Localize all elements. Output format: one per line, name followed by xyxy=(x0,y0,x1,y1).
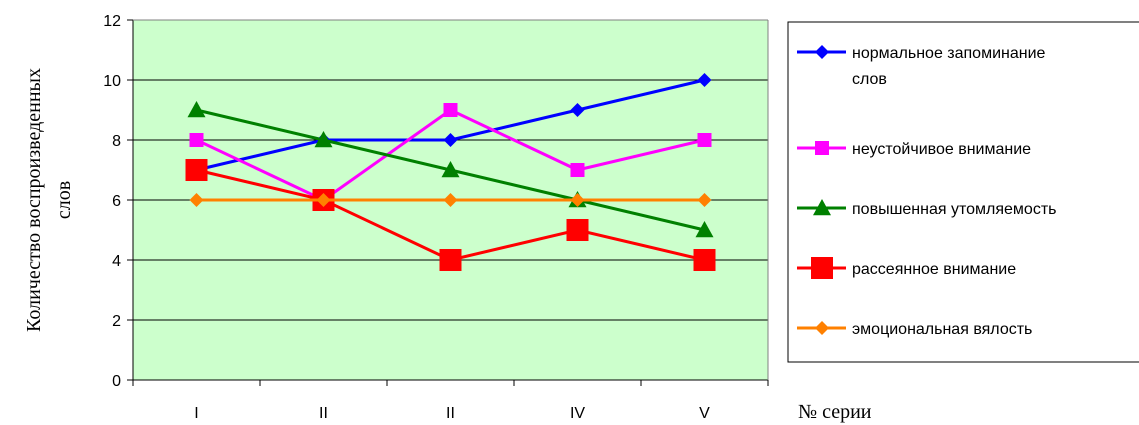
diamond-marker xyxy=(443,193,458,207)
y-axis-ticks: 0 2 4 6 8 10 12 xyxy=(103,13,133,390)
legend-box xyxy=(787,21,1139,363)
square-marker xyxy=(443,103,458,117)
x-tick-label: I xyxy=(194,405,198,422)
diamond-marker xyxy=(697,73,712,87)
triangle-marker xyxy=(314,131,333,148)
diamond-marker xyxy=(570,193,585,207)
legend-item: рассеянное внимание xyxy=(797,257,1016,279)
triangle-marker xyxy=(813,199,831,216)
series-4 xyxy=(185,159,716,271)
square-marker xyxy=(815,141,829,155)
triangle-marker xyxy=(187,101,206,118)
legend-item: эмоциональная вялость xyxy=(797,321,1032,338)
series-group xyxy=(185,73,716,271)
diamond-marker xyxy=(189,193,204,207)
x-tick-label: IV xyxy=(570,405,585,422)
series-3 xyxy=(187,101,714,238)
square-marker xyxy=(189,133,204,147)
x-tick-label: II xyxy=(446,405,455,422)
legend-item: неустойчивое внимание xyxy=(797,141,1031,158)
y-tick-label: 6 xyxy=(112,193,121,210)
diamond-marker xyxy=(570,103,585,117)
series-5 xyxy=(189,193,712,207)
y-tick-label: 4 xyxy=(112,253,121,270)
x-tick-label: V xyxy=(699,405,710,422)
square-marker xyxy=(570,163,585,177)
x-tick-label: II xyxy=(319,405,328,422)
legend-item: нормальное запоминание слов xyxy=(797,45,1046,88)
legend-label: повышенная утомляемость xyxy=(852,201,1056,218)
y-tick-label: 2 xyxy=(112,313,121,330)
legend-label: рассеянное внимание xyxy=(852,261,1016,278)
square-marker xyxy=(185,159,208,181)
square-marker xyxy=(566,219,589,241)
x-axis-ticks: I II II IV V xyxy=(132,380,769,422)
diamond-marker xyxy=(697,193,712,207)
y-axis-title-line2: слов xyxy=(53,181,75,219)
y-tick-label: 0 xyxy=(112,373,121,390)
diamond-marker xyxy=(815,45,829,59)
y-tick-label: 8 xyxy=(112,133,121,150)
square-marker xyxy=(697,133,712,147)
y-axis-title-line1: Количество воспроизведенных xyxy=(23,68,45,332)
y-tick-label: 10 xyxy=(103,73,121,90)
diamond-marker xyxy=(316,193,331,207)
legend: нормальное запоминание слов неустойчивое в… xyxy=(787,21,1139,363)
triangle-marker xyxy=(441,161,460,178)
square-marker xyxy=(811,257,833,279)
y-tick-label: 12 xyxy=(103,13,121,30)
legend-label: неустойчивое внимание xyxy=(852,141,1031,158)
diamond-marker xyxy=(443,133,458,147)
diamond-marker xyxy=(815,321,829,335)
triangle-marker xyxy=(695,221,714,238)
x-axis-title: № серии xyxy=(798,401,872,423)
square-marker xyxy=(439,249,462,271)
legend-item: повышенная утомляемость xyxy=(797,199,1056,218)
square-marker xyxy=(693,249,716,271)
legend-label: эмоциональная вялость xyxy=(852,321,1032,338)
legend-label: нормальное запоминание xyxy=(852,45,1046,62)
legend-label: слов xyxy=(852,71,887,88)
